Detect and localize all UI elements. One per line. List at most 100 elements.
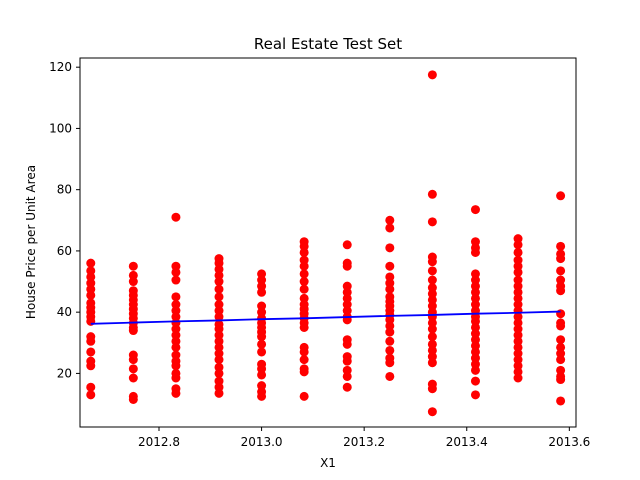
data-point bbox=[299, 247, 309, 257]
y-axis-ticks: 20 40 60 80 100 120 bbox=[49, 60, 80, 380]
data-point bbox=[385, 358, 395, 368]
data-point bbox=[385, 261, 395, 271]
data-point bbox=[299, 284, 309, 294]
data-point bbox=[257, 347, 267, 357]
data-point bbox=[385, 284, 395, 294]
data-point bbox=[470, 376, 480, 386]
data-point bbox=[342, 356, 352, 366]
data-point bbox=[513, 240, 523, 250]
data-point bbox=[171, 292, 181, 302]
data-point bbox=[427, 384, 437, 394]
data-point bbox=[128, 277, 138, 287]
y-tick-label: 60 bbox=[57, 244, 72, 258]
y-tick-label: 100 bbox=[49, 121, 72, 135]
data-point bbox=[128, 394, 138, 404]
data-point bbox=[427, 407, 437, 417]
data-point bbox=[214, 355, 224, 365]
data-point bbox=[556, 241, 566, 251]
data-point bbox=[342, 261, 352, 271]
data-point bbox=[86, 382, 96, 392]
data-point bbox=[385, 223, 395, 233]
x-tick-label: 2012.8 bbox=[138, 435, 180, 449]
data-point bbox=[128, 355, 138, 365]
data-point bbox=[470, 390, 480, 400]
data-point bbox=[299, 347, 309, 357]
data-point bbox=[86, 390, 96, 400]
data-point bbox=[342, 339, 352, 349]
data-point bbox=[385, 243, 395, 253]
y-tick-label: 80 bbox=[57, 183, 72, 197]
data-point bbox=[427, 275, 437, 285]
x-tick-label: 2013.6 bbox=[548, 435, 590, 449]
data-point bbox=[171, 342, 181, 352]
data-point bbox=[257, 332, 267, 342]
data-point bbox=[385, 215, 395, 225]
data-point bbox=[214, 277, 224, 287]
plot-frame bbox=[79, 57, 577, 428]
x-tick-label: 2013.2 bbox=[343, 435, 385, 449]
data-point bbox=[556, 335, 566, 345]
data-point bbox=[171, 373, 181, 383]
y-axis-label: House Price per Unit Area bbox=[24, 165, 38, 319]
data-point bbox=[171, 212, 181, 222]
data-point bbox=[342, 382, 352, 392]
data-point bbox=[86, 347, 96, 357]
data-point bbox=[556, 321, 566, 331]
data-point bbox=[299, 322, 309, 332]
data-point bbox=[299, 277, 309, 287]
data-point bbox=[128, 373, 138, 383]
data-point bbox=[385, 327, 395, 337]
data-point bbox=[299, 261, 309, 271]
data-point bbox=[214, 284, 224, 294]
data-point bbox=[513, 247, 523, 257]
data-point bbox=[299, 391, 309, 401]
data-point bbox=[556, 309, 566, 319]
x-tick-label: 2013.4 bbox=[446, 435, 488, 449]
y-tick-label: 120 bbox=[49, 60, 72, 74]
data-point bbox=[214, 292, 224, 302]
data-point bbox=[556, 286, 566, 296]
data-point bbox=[128, 326, 138, 336]
data-point bbox=[257, 391, 267, 401]
data-point bbox=[257, 370, 267, 380]
data-point bbox=[470, 365, 480, 375]
data-point bbox=[171, 388, 181, 398]
regression-line bbox=[90, 310, 561, 325]
data-point bbox=[470, 205, 480, 215]
data-point bbox=[342, 371, 352, 381]
data-point bbox=[427, 257, 437, 267]
data-point bbox=[171, 275, 181, 285]
x-axis-ticks: 2012.8 2013.0 2013.2 2013.4 2013.6 bbox=[138, 427, 590, 449]
data-point bbox=[556, 396, 566, 406]
data-point bbox=[556, 355, 566, 365]
regression-line-layer bbox=[90, 310, 561, 325]
data-point bbox=[427, 324, 437, 334]
data-point bbox=[556, 191, 566, 201]
data-point bbox=[257, 339, 267, 349]
data-point bbox=[214, 312, 224, 322]
data-point bbox=[171, 361, 181, 371]
data-point bbox=[86, 336, 96, 346]
data-point bbox=[128, 364, 138, 374]
data-point bbox=[171, 267, 181, 277]
data-point bbox=[86, 361, 96, 371]
y-tick-label: 20 bbox=[57, 366, 72, 380]
data-point bbox=[385, 345, 395, 355]
data-point bbox=[385, 371, 395, 381]
data-point bbox=[385, 336, 395, 346]
data-point bbox=[342, 240, 352, 250]
data-point bbox=[513, 267, 523, 277]
data-point bbox=[427, 266, 437, 276]
data-point bbox=[427, 189, 437, 199]
data-point bbox=[299, 269, 309, 279]
data-point bbox=[86, 290, 96, 300]
data-point bbox=[556, 254, 566, 264]
data-point bbox=[513, 373, 523, 383]
data-point bbox=[214, 368, 224, 378]
data-point bbox=[427, 332, 437, 342]
data-point bbox=[257, 287, 267, 297]
data-point bbox=[427, 217, 437, 227]
